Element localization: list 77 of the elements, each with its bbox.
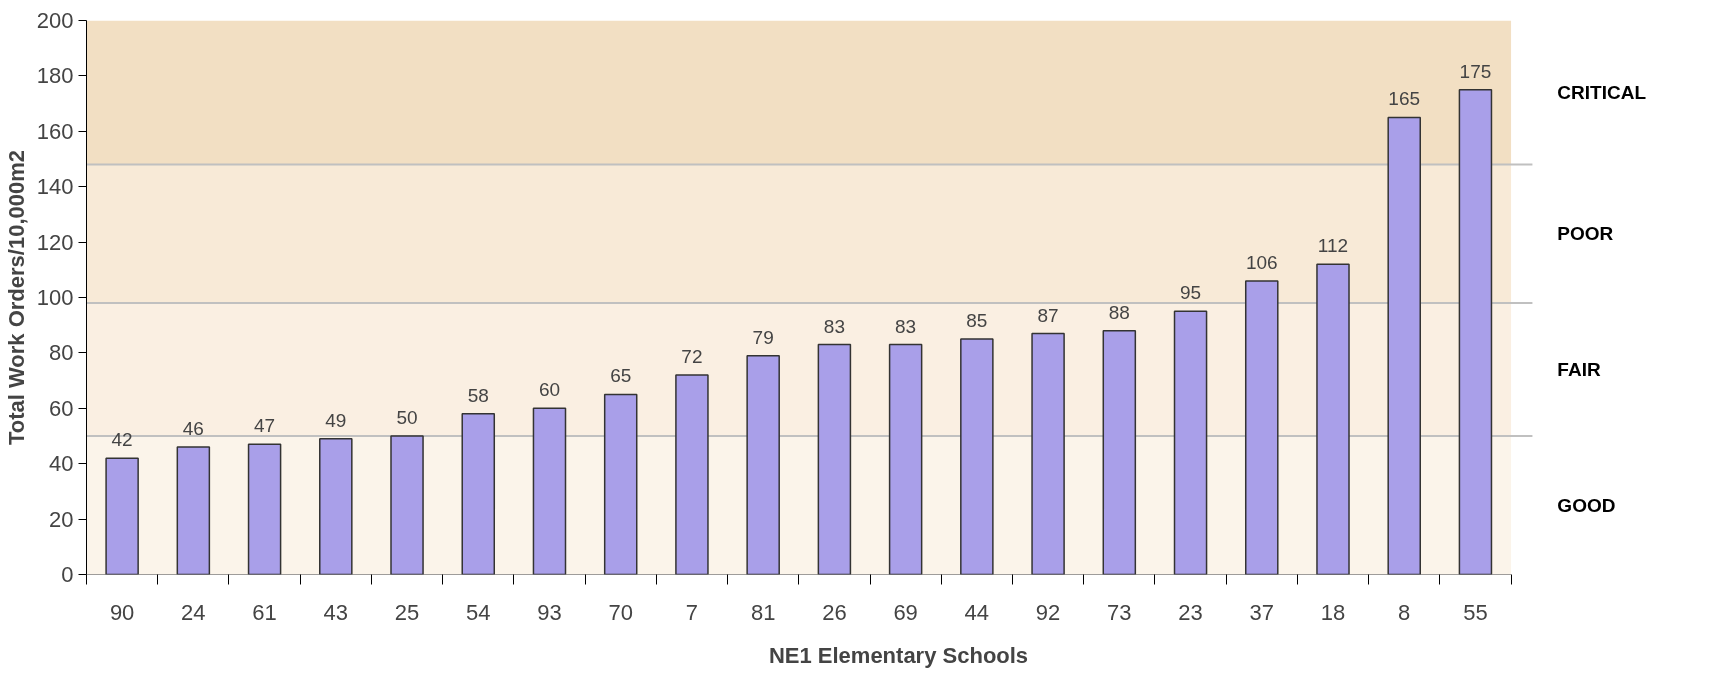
x-tick-label: 18 bbox=[1320, 599, 1346, 625]
bar bbox=[1031, 332, 1065, 575]
x-axis-title: NE1 Elementary Schools bbox=[768, 642, 1029, 668]
x-tick-label: 73 bbox=[1107, 599, 1132, 625]
x-tick-label: 81 bbox=[750, 599, 776, 625]
data-label: 58 bbox=[467, 384, 489, 406]
x-tick-label: 61 bbox=[252, 599, 277, 625]
x-tick-label: 93 bbox=[537, 599, 562, 625]
y-axis-title: Total Work Orders/10,000m2 bbox=[3, 149, 29, 446]
data-label: 60 bbox=[538, 379, 561, 401]
y-tick-label: 160 bbox=[36, 118, 74, 144]
data-label: 112 bbox=[1317, 235, 1349, 257]
bar bbox=[1173, 310, 1208, 575]
bar bbox=[247, 443, 282, 575]
x-tick-label: 23 bbox=[1178, 599, 1203, 625]
y-tick-label: 120 bbox=[36, 229, 74, 255]
band-label: FAIR bbox=[1557, 359, 1601, 381]
band-label: CRITICAL bbox=[1557, 82, 1647, 104]
bar bbox=[176, 446, 211, 575]
data-label: 49 bbox=[325, 409, 347, 431]
bar bbox=[1102, 329, 1137, 575]
y-tick-label: 40 bbox=[49, 451, 74, 477]
y-tick-label: 80 bbox=[49, 340, 74, 366]
data-label: 83 bbox=[895, 315, 917, 337]
data-label: 83 bbox=[823, 315, 845, 337]
data-label: 165 bbox=[1388, 88, 1421, 110]
x-tick-label: 26 bbox=[822, 599, 847, 625]
data-label: 46 bbox=[182, 418, 204, 440]
bar bbox=[603, 393, 638, 575]
band-label: POOR bbox=[1557, 223, 1614, 245]
bar bbox=[960, 338, 994, 575]
data-label: 65 bbox=[610, 365, 632, 387]
x-tick-label: 25 bbox=[394, 599, 420, 625]
data-label: 79 bbox=[752, 326, 774, 348]
bar bbox=[675, 374, 709, 575]
bar bbox=[532, 407, 567, 575]
bar bbox=[746, 354, 780, 575]
y-tick-label: 100 bbox=[36, 285, 74, 310]
data-label: 95 bbox=[1179, 282, 1202, 304]
bar bbox=[319, 438, 353, 575]
y-tick-label: 180 bbox=[36, 63, 74, 89]
x-tick-label: 44 bbox=[964, 599, 990, 625]
bar bbox=[817, 343, 852, 575]
bar bbox=[390, 435, 424, 575]
y-tick-label: 20 bbox=[49, 506, 74, 532]
y-tick-label: 60 bbox=[49, 395, 74, 421]
data-label: 87 bbox=[1037, 304, 1059, 326]
data-label: 106 bbox=[1245, 251, 1278, 273]
bar bbox=[1458, 89, 1493, 575]
bar bbox=[888, 343, 923, 575]
band-label: GOOD bbox=[1557, 494, 1616, 516]
x-tick-label: 92 bbox=[1035, 599, 1061, 625]
x-tick-label: 8 bbox=[1398, 599, 1411, 625]
data-label: 42 bbox=[111, 429, 133, 451]
y-tick-label: 0 bbox=[61, 562, 74, 587]
bar bbox=[1387, 116, 1421, 575]
x-tick-label: 24 bbox=[181, 599, 206, 625]
x-tick-label: 55 bbox=[1463, 599, 1488, 625]
x-tick-label: 69 bbox=[893, 599, 918, 625]
data-label: 85 bbox=[966, 310, 988, 332]
y-tick-label: 140 bbox=[36, 174, 74, 200]
x-tick-label: 43 bbox=[323, 599, 349, 625]
bar bbox=[1244, 280, 1279, 575]
data-label: 88 bbox=[1108, 301, 1130, 323]
data-label: 72 bbox=[681, 346, 703, 368]
bar bbox=[461, 413, 496, 575]
bar bbox=[1316, 263, 1350, 575]
bar bbox=[105, 457, 139, 575]
data-label: 175 bbox=[1459, 60, 1492, 82]
x-tick-label: 7 bbox=[685, 599, 699, 625]
x-tick-label: 37 bbox=[1249, 599, 1275, 625]
y-tick-label: 200 bbox=[36, 8, 74, 33]
data-label: 50 bbox=[396, 407, 418, 428]
x-tick-label: 90 bbox=[109, 599, 135, 625]
data-label: 47 bbox=[254, 415, 276, 437]
x-tick-label: 70 bbox=[608, 599, 633, 625]
x-tick-label: 54 bbox=[466, 599, 491, 625]
